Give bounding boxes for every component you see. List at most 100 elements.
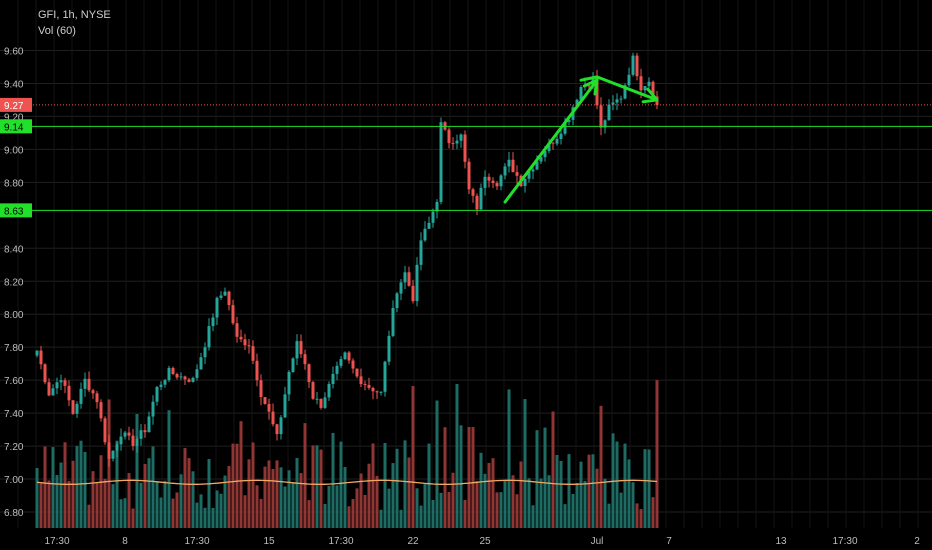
volume-bar (327, 485, 331, 528)
volume-bar (303, 423, 307, 528)
candle-body (271, 411, 275, 425)
candle-body (351, 360, 355, 369)
volume-bar (367, 463, 371, 528)
volume-bar (451, 472, 455, 528)
candle-body (71, 400, 75, 414)
candle-body (391, 307, 395, 336)
candle-body (551, 142, 555, 144)
level-price-tag-box (0, 119, 32, 134)
volume-bar (151, 446, 155, 528)
candle-body (43, 364, 47, 383)
volume-bar (179, 474, 183, 528)
candle-body (227, 291, 231, 306)
candle-body (195, 369, 199, 378)
candle-body (315, 398, 319, 400)
volume-bar (95, 482, 99, 528)
candle-body (335, 365, 339, 374)
candle-body (279, 417, 283, 435)
volume-bar (647, 449, 651, 528)
symbol-line: GFI, 1h, NYSE (38, 9, 111, 21)
volume-bar (483, 473, 487, 528)
volume-bar (131, 508, 135, 528)
level-price-tag: 9.14 (4, 122, 24, 133)
volume-bar (539, 478, 543, 528)
x-tick-label: 17:30 (184, 536, 209, 547)
volume-bar (215, 490, 219, 528)
volume-bar (423, 484, 427, 528)
candle-body (123, 432, 127, 437)
candle-body (395, 293, 399, 308)
candle-body (267, 403, 271, 412)
trend-arrow-head (582, 78, 599, 96)
volume-bar (307, 500, 311, 528)
candle-body (171, 367, 175, 374)
candle-body (87, 378, 91, 391)
candle-body (359, 376, 363, 385)
candle-body (187, 379, 191, 382)
candle-body (575, 99, 579, 108)
candle-body (619, 98, 623, 100)
candle-body (35, 350, 39, 356)
candle-body (383, 361, 387, 392)
volume-bar (503, 479, 507, 528)
candle-body (355, 368, 359, 377)
volume-bar (199, 494, 203, 528)
candle-body (555, 138, 559, 144)
candle-body (199, 357, 203, 370)
volume-bars (35, 380, 659, 528)
volume-bar (523, 399, 527, 528)
candle-body (411, 285, 415, 302)
price-axis: 9.60 9.40 9.20 9.00 8.80 8.40 8.20 8.00 7.80 7.60… (0, 47, 32, 519)
volume-bar (507, 389, 511, 528)
y-tick-label: 8.40 (4, 244, 24, 255)
candle-body (235, 323, 239, 337)
volume-bar (335, 485, 339, 528)
candle-body (403, 272, 407, 283)
volume-bar (339, 441, 343, 528)
candle-body (243, 339, 247, 346)
candle-body (563, 121, 567, 134)
candle-body (183, 376, 187, 380)
level-price-tag: 8.63 (4, 206, 24, 217)
y-tick-label: 7.60 (4, 376, 24, 387)
volume-bar (115, 440, 119, 528)
x-tick-label: 22 (407, 536, 419, 547)
volume-bar (187, 458, 191, 528)
volume-bar (551, 411, 555, 528)
volume-bar (359, 473, 363, 528)
volume-bar (343, 467, 347, 528)
candle-body (587, 85, 591, 87)
candle-body (251, 346, 255, 361)
volume-bar (627, 459, 631, 528)
candle-body (147, 416, 151, 433)
candle-body (623, 85, 627, 99)
volume-bar (535, 430, 539, 528)
candle-body (115, 444, 119, 451)
level-price-tag-box (0, 203, 32, 218)
volume-bar (419, 505, 423, 528)
candle-body (219, 295, 223, 298)
volume-bar (275, 460, 279, 528)
volume-bar (195, 502, 199, 528)
candle-body (435, 201, 439, 212)
trend-arrow (503, 78, 599, 204)
candle-body (343, 352, 347, 360)
candle-body (439, 122, 443, 202)
x-tick-label: 25 (479, 536, 491, 547)
candle-body (211, 317, 215, 327)
volume-bar (639, 509, 643, 528)
volume-bar (511, 475, 515, 528)
volume-bar (459, 425, 463, 528)
candle-body (223, 291, 227, 296)
candle-body (419, 240, 423, 265)
candle-body (175, 373, 179, 378)
y-tick-label: 9.40 (4, 79, 24, 90)
candle-body (275, 424, 279, 435)
drawn-arrows (503, 75, 659, 204)
candle-body (207, 326, 211, 348)
volume-bar (411, 386, 415, 528)
candle-body (95, 393, 99, 403)
candle-body (475, 195, 479, 210)
volume-bar (519, 461, 523, 528)
